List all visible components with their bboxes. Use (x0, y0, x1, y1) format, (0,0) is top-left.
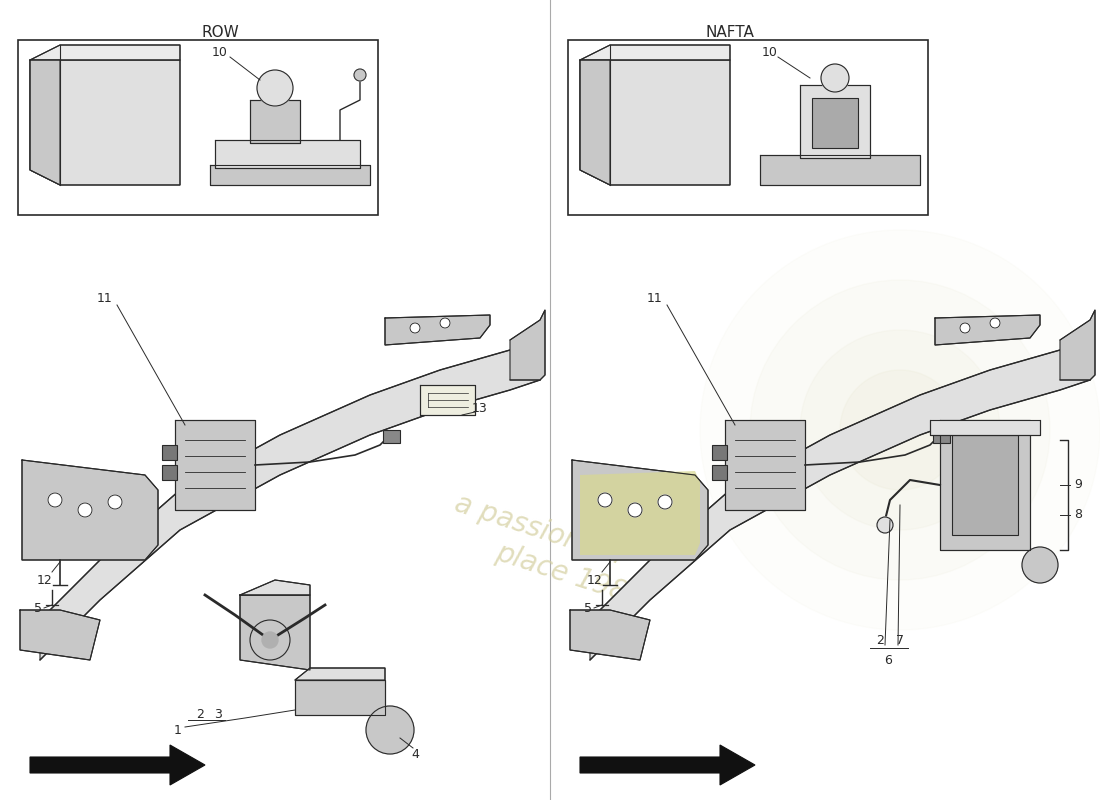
Text: 11: 11 (647, 291, 663, 305)
FancyBboxPatch shape (18, 40, 378, 215)
Text: 11: 11 (97, 291, 113, 305)
Polygon shape (712, 465, 727, 480)
Polygon shape (295, 680, 385, 715)
Text: NAFTA: NAFTA (705, 25, 755, 40)
Text: 2: 2 (196, 707, 204, 721)
Text: 13: 13 (472, 402, 488, 414)
Circle shape (877, 517, 893, 533)
Polygon shape (175, 420, 255, 510)
Polygon shape (800, 85, 870, 158)
Text: a passion for: a passion for (451, 489, 629, 571)
Circle shape (800, 330, 1000, 530)
Circle shape (821, 64, 849, 92)
Circle shape (598, 493, 612, 507)
Polygon shape (385, 315, 490, 345)
Circle shape (628, 503, 642, 517)
Text: 10: 10 (212, 46, 228, 58)
Polygon shape (952, 435, 1018, 535)
Polygon shape (580, 60, 611, 185)
Polygon shape (240, 595, 310, 670)
Polygon shape (572, 460, 708, 560)
Text: ROW: ROW (201, 25, 239, 40)
Circle shape (658, 495, 672, 509)
Circle shape (108, 495, 122, 509)
Polygon shape (210, 165, 370, 185)
Polygon shape (30, 745, 205, 785)
Circle shape (410, 323, 420, 333)
Text: 4: 4 (411, 749, 419, 762)
FancyBboxPatch shape (568, 40, 928, 215)
Polygon shape (383, 430, 400, 443)
Polygon shape (1060, 310, 1094, 380)
Polygon shape (30, 60, 60, 185)
Text: 2: 2 (876, 634, 884, 646)
Text: 6: 6 (884, 654, 892, 666)
Polygon shape (214, 140, 360, 168)
Circle shape (354, 69, 366, 81)
Polygon shape (250, 100, 300, 143)
Polygon shape (935, 315, 1040, 345)
Text: 7: 7 (896, 634, 904, 646)
Polygon shape (760, 155, 920, 185)
Text: 3: 3 (214, 707, 222, 721)
Text: 10: 10 (762, 46, 778, 58)
Text: 12: 12 (587, 574, 603, 586)
Text: 8: 8 (1074, 509, 1082, 522)
Text: 1: 1 (174, 723, 182, 737)
Text: 12: 12 (37, 574, 53, 586)
Polygon shape (40, 340, 540, 660)
Polygon shape (712, 445, 727, 460)
Circle shape (366, 706, 414, 754)
Text: 5: 5 (584, 602, 592, 614)
Text: 9: 9 (1074, 478, 1082, 491)
Circle shape (262, 632, 278, 648)
Circle shape (257, 70, 293, 106)
Polygon shape (580, 745, 755, 785)
Polygon shape (725, 420, 805, 510)
Circle shape (990, 318, 1000, 328)
Polygon shape (580, 45, 730, 60)
Polygon shape (812, 98, 858, 148)
Circle shape (840, 370, 960, 490)
Polygon shape (570, 610, 650, 660)
Circle shape (78, 503, 92, 517)
Polygon shape (590, 340, 1090, 660)
Circle shape (440, 318, 450, 328)
Polygon shape (510, 310, 544, 380)
Polygon shape (162, 465, 177, 480)
Text: 5: 5 (34, 602, 42, 614)
Polygon shape (580, 60, 730, 185)
Polygon shape (22, 460, 158, 560)
Circle shape (48, 493, 62, 507)
Circle shape (1022, 547, 1058, 583)
Polygon shape (580, 471, 700, 555)
Polygon shape (30, 60, 180, 185)
Circle shape (250, 620, 290, 660)
Polygon shape (930, 420, 1040, 435)
Circle shape (960, 323, 970, 333)
Polygon shape (240, 580, 310, 595)
Text: place 1985: place 1985 (493, 538, 648, 612)
Polygon shape (162, 445, 177, 460)
Polygon shape (30, 45, 180, 60)
Circle shape (750, 280, 1050, 580)
Polygon shape (295, 668, 385, 680)
Polygon shape (420, 385, 475, 415)
Polygon shape (933, 430, 950, 443)
Polygon shape (940, 420, 1030, 550)
Polygon shape (20, 610, 100, 660)
